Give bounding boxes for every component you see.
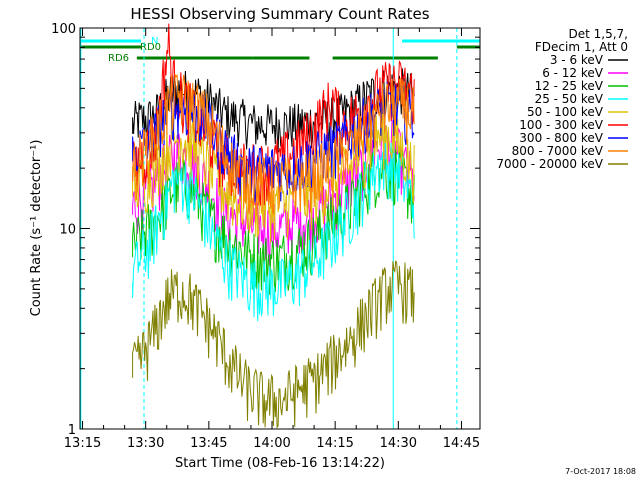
legend-entry-label: 7000 - 20000 keV [496, 157, 603, 171]
legend-entry-label: 100 - 300 keV [519, 118, 603, 132]
y-tick-label: 1 [68, 423, 76, 438]
x-tick-label: 14:15 [316, 436, 353, 451]
y-tick-label: 10 [59, 223, 76, 238]
legend-entry-label: 6 - 12 keV [542, 66, 604, 80]
legend-entry-label: 3 - 6 keV [550, 53, 604, 67]
series-line [132, 107, 415, 244]
x-axis-label: Start Time (08-Feb-16 13:14:22) [175, 456, 385, 471]
series-line [132, 82, 415, 203]
y-axis-ticks: 1 10 100 [51, 22, 480, 438]
series-line [132, 68, 415, 153]
x-tick-label: 14:30 [380, 436, 417, 451]
y-tick-label: 100 [51, 22, 76, 37]
legend-entry-label: 25 - 50 keV [535, 92, 604, 106]
state-bar-label: RD6 [108, 53, 129, 64]
state-bar-label: RD0 [140, 42, 161, 53]
legend-entry-label: 50 - 100 keV [527, 105, 604, 119]
x-tick-label: 13:30 [127, 436, 164, 451]
y-axis-label: Count Rate (s⁻¹ detector⁻¹) [29, 140, 44, 317]
footer-date: 7-Oct-2017 18:08 [565, 467, 636, 476]
series-line [132, 73, 415, 216]
state-bar-label: N [151, 36, 158, 47]
legend-entry-label: 300 - 800 keV [519, 131, 603, 145]
series-line [132, 260, 415, 429]
x-axis-ticks: 13:15 13:30 13:45 14:00 14:15 14:30 14:45 [64, 28, 480, 451]
chart-title: HESSI Observing Summary Count Rates [130, 5, 429, 23]
legend-entry-label: 800 - 7000 keV [512, 144, 604, 158]
series-group [132, 23, 415, 429]
x-tick-label: 14:00 [253, 436, 290, 451]
legend-entry-label: 12 - 25 keV [535, 79, 604, 93]
legend-header: Det 1,5,7, [569, 27, 629, 41]
x-tick-label: 14:45 [443, 436, 480, 451]
x-tick-label: 13:45 [190, 436, 227, 451]
x-tick-label: 13:15 [64, 436, 101, 451]
legend-header: FDecim 1, Att 0 [535, 40, 628, 54]
